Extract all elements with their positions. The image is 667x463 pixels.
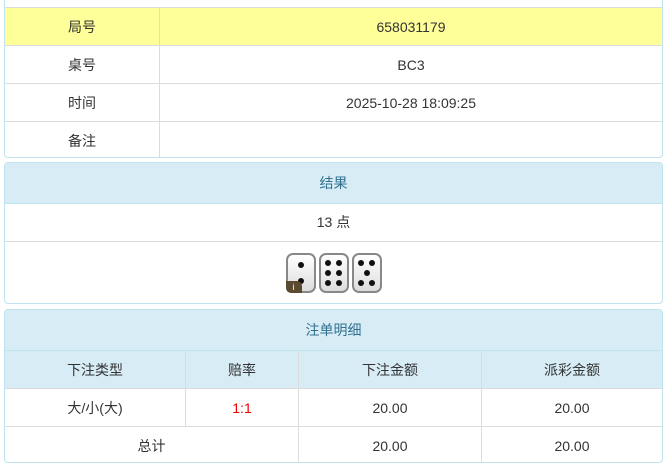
header-odds: 赔率 — [185, 351, 299, 389]
row-remark: 备注 — [5, 121, 662, 157]
round-info-panel: 局号 658031179 桌号 BC3 时间 2025-10-28 18:09:25 … — [4, 0, 663, 158]
pip — [324, 280, 331, 287]
bet-type: 大/小(大) — [5, 388, 186, 427]
bet-payout: 20.00 — [481, 388, 662, 427]
bet-detail-title: 注单明细 — [5, 310, 662, 351]
pip — [369, 259, 376, 266]
result-panel: 结果 13 点 i — [4, 162, 663, 304]
header-amount: 下注金额 — [298, 351, 482, 389]
table-row: 大/小(大) 1:1 20.00 20.00 — [5, 388, 662, 427]
value: 2025-10-28 18:09:25 — [159, 83, 662, 122]
header-type: 下注类型 — [5, 351, 186, 389]
value: 658031179 — [159, 7, 662, 46]
die-2: i — [285, 253, 316, 293]
pip — [336, 270, 343, 276]
pip — [369, 280, 376, 287]
pip — [324, 259, 331, 266]
dice-row: i — [5, 242, 662, 303]
total-payout: 20.00 — [481, 426, 662, 462]
pip — [357, 280, 364, 287]
header-payout: 派彩金额 — [481, 351, 662, 389]
label: 局号 — [5, 7, 160, 46]
pip — [336, 259, 343, 266]
pip — [357, 259, 364, 266]
row-round-id: 局号 658031179 — [5, 7, 662, 46]
pip — [297, 277, 304, 284]
value: BC3 — [159, 45, 662, 84]
bet-amount: 20.00 — [298, 388, 482, 427]
total-amount: 20.00 — [298, 426, 482, 462]
die-6 — [318, 253, 349, 293]
result-title: 结果 — [5, 163, 662, 204]
label: 备注 — [5, 121, 160, 157]
value — [159, 121, 662, 157]
label: 时间 — [5, 83, 160, 122]
pip — [363, 270, 370, 276]
result-points: 13 点 — [5, 204, 662, 242]
pip — [324, 270, 331, 276]
bet-detail-panel: 注单明细 下注类型 赔率 下注金额 派彩金额 大/小(大) 1:1 20.00 … — [4, 309, 663, 463]
row-table-id: 桌号 BC3 — [5, 45, 662, 84]
pip — [297, 262, 304, 269]
bet-odds: 1:1 — [185, 388, 299, 427]
total-row: 总计 20.00 20.00 — [5, 426, 662, 462]
bet-header-row: 下注类型 赔率 下注金额 派彩金额 — [5, 351, 662, 389]
total-label: 总计 — [5, 426, 299, 462]
pip — [336, 280, 343, 287]
info-badge-icon[interactable]: i — [285, 281, 302, 293]
die-5 — [351, 253, 382, 293]
label: 桌号 — [5, 45, 160, 84]
row-time: 时间 2025-10-28 18:09:25 — [5, 83, 662, 122]
